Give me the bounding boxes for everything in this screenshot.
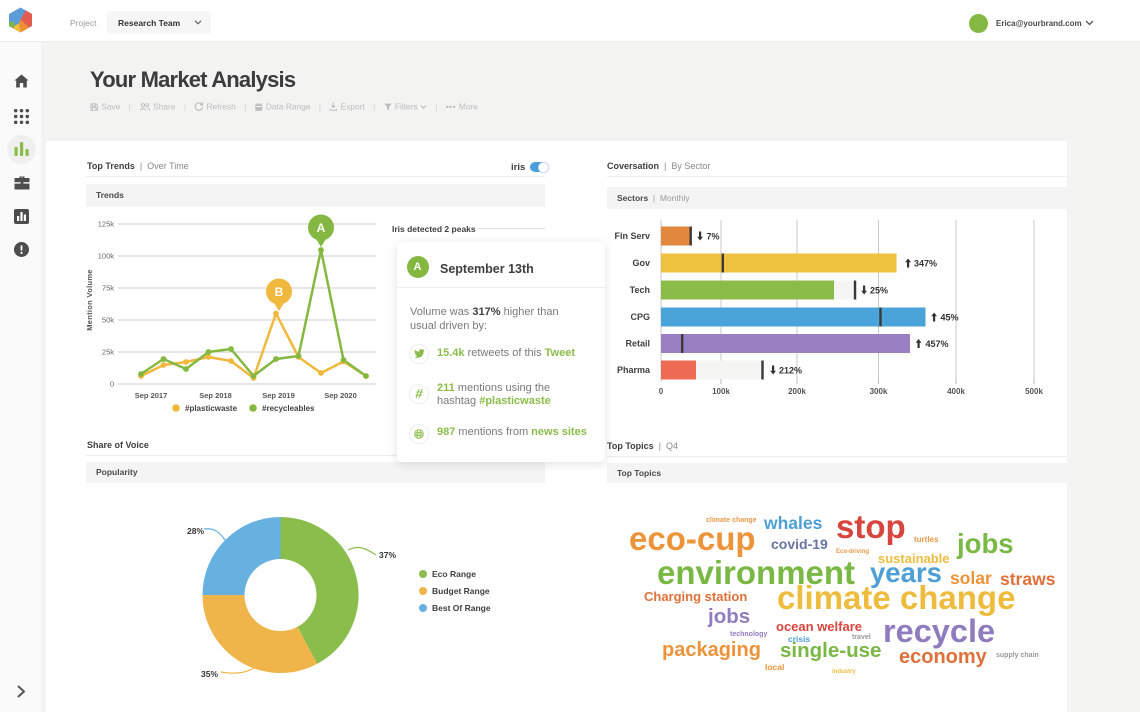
svg-text:0: 0	[659, 387, 664, 396]
svg-text:Tech: Tech	[630, 285, 650, 295]
svg-text:Budget Range: Budget Range	[432, 586, 490, 596]
svg-text:45%: 45%	[941, 313, 959, 323]
svg-text:212%: 212%	[779, 366, 802, 376]
svg-text:25k: 25k	[102, 348, 114, 357]
svg-text:#recycleables: #recycleables	[262, 404, 315, 413]
svg-text:Mention Volume: Mention Volume	[86, 269, 94, 331]
svg-text:125k: 125k	[98, 220, 115, 229]
svg-text:Gov: Gov	[632, 258, 650, 268]
svg-text:35%: 35%	[201, 669, 218, 679]
svg-text:100k: 100k	[98, 252, 115, 261]
svg-text:Retail: Retail	[625, 339, 650, 349]
svg-text:Sep 2020: Sep 2020	[324, 391, 357, 400]
svg-text:#plasticwaste: #plasticwaste	[185, 404, 238, 413]
svg-text:100k: 100k	[712, 387, 730, 396]
svg-text:A: A	[317, 221, 326, 235]
svg-text:Fin Serv: Fin Serv	[614, 231, 650, 241]
svg-text:Sep 2019: Sep 2019	[262, 391, 295, 400]
svg-text:Sep 2018: Sep 2018	[199, 391, 232, 400]
svg-text:Sep 2017: Sep 2017	[135, 391, 168, 400]
svg-text:0: 0	[110, 380, 114, 389]
svg-text:28%: 28%	[187, 526, 204, 536]
svg-text:B: B	[275, 285, 284, 299]
svg-text:7%: 7%	[707, 232, 720, 242]
svg-text:37%: 37%	[379, 550, 396, 560]
svg-text:200k: 200k	[788, 387, 806, 396]
svg-text:347%: 347%	[914, 259, 937, 269]
svg-text:Pharma: Pharma	[617, 365, 651, 375]
svg-text:500k: 500k	[1025, 387, 1043, 396]
svg-text:50k: 50k	[102, 316, 114, 325]
svg-text:300k: 300k	[870, 387, 888, 396]
svg-text:25%: 25%	[870, 286, 888, 296]
svg-text:Eco Range: Eco Range	[432, 569, 476, 579]
svg-text:75k: 75k	[102, 284, 114, 293]
svg-text:CPG: CPG	[630, 312, 650, 322]
svg-text:457%: 457%	[926, 339, 949, 349]
svg-text:400k: 400k	[947, 387, 965, 396]
svg-text:Best Of Range: Best Of Range	[432, 603, 491, 613]
